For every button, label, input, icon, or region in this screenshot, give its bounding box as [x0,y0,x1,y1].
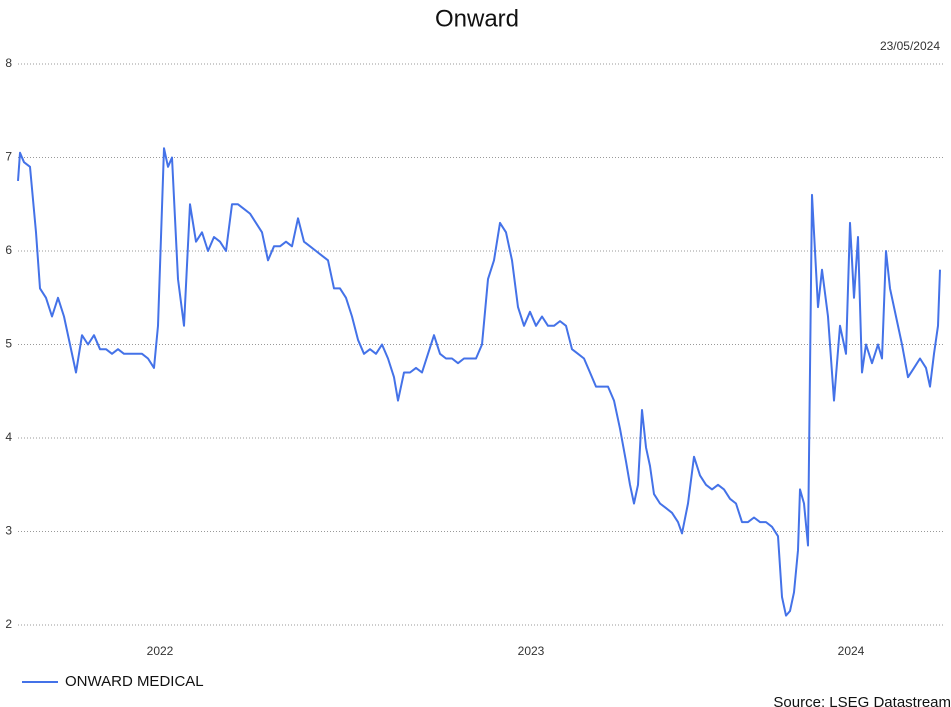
x-tick-label: 2023 [518,644,545,658]
y-tick-label: 4 [5,430,12,444]
y-tick-label: 8 [5,56,12,70]
y-tick-label: 7 [5,150,12,164]
legend-label: ONWARD MEDICAL [65,673,204,690]
date-label: 23/05/2024 [880,39,940,53]
line-series [17,147,941,617]
x-tick-label: 2022 [147,644,174,658]
y-tick-label: 2 [5,617,12,631]
chart-title: Onward [435,5,519,32]
x-tick-label: 2024 [838,644,865,658]
y-tick-label: 5 [5,337,12,351]
y-tick-label: 6 [5,243,12,257]
source-label: Source: LSEG Datastream [773,694,951,707]
y-tick-label: 3 [5,524,12,538]
